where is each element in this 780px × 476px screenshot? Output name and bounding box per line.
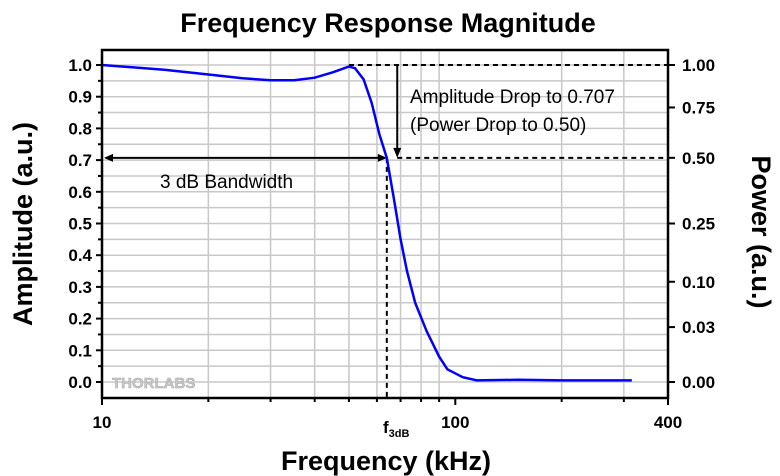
annotation-bandwidth: 3 dB Bandwidth [160, 172, 293, 193]
y-tick-label: 0.4 [68, 246, 92, 265]
y2-tick-label: 0.50 [682, 149, 715, 168]
y-tick-label: 0.3 [68, 278, 92, 297]
x-tick-label: 100 [441, 413, 469, 432]
y2-tick-label: 0.75 [682, 98, 715, 117]
x-tick-label: 400 [654, 413, 682, 432]
y-tick-label: 0.8 [68, 119, 92, 138]
y2-tick-label: 0.10 [682, 273, 715, 292]
chart-title: Frequency Response Magnitude [180, 8, 596, 38]
y-tick-label: 0.6 [68, 183, 92, 202]
x-axis-label: Frequency (kHz) [281, 446, 491, 476]
y-tick-label: 0.5 [68, 215, 92, 234]
series-line [101, 63, 632, 382]
y2-tick-label: 0.25 [682, 215, 715, 234]
annotations [104, 64, 668, 398]
x-tick-label: 10 [93, 413, 112, 432]
y-tick-label: 0.7 [68, 151, 92, 170]
y2-tick-label: 0.00 [682, 373, 715, 392]
annotation-power-drop: (Power Drop to 0.50) [410, 115, 586, 136]
y-tick-label: 0.0 [68, 373, 92, 392]
y-tick-label: 0.1 [68, 341, 92, 360]
y-tick-label: 0.2 [68, 310, 92, 329]
y-tick-label: 0.9 [68, 88, 92, 107]
ticks: 0.0 0.1 0.2 0.3 0.4 0.5 0.6 0.7 0.8 0.9 1.0 1.00 0.7… [68, 56, 715, 432]
y2-axis-label: Power (a.u.) [746, 155, 776, 308]
f3db-label: f3dB [383, 418, 410, 440]
grid [102, 50, 668, 399]
arrow-head-right [377, 153, 387, 162]
watermark-logo: THORLABS [112, 375, 195, 392]
y-axis-label: Amplitude (a.u.) [8, 122, 38, 326]
annotation-amplitude-drop: Amplitude Drop to 0.707 [410, 87, 615, 108]
drop-arrow-head [393, 147, 402, 158]
arrow-head-left [104, 153, 113, 162]
y-tick-label: 1.0 [68, 56, 92, 75]
y2-tick-label: 1.00 [682, 56, 715, 75]
y2-tick-label: 0.03 [682, 318, 715, 337]
